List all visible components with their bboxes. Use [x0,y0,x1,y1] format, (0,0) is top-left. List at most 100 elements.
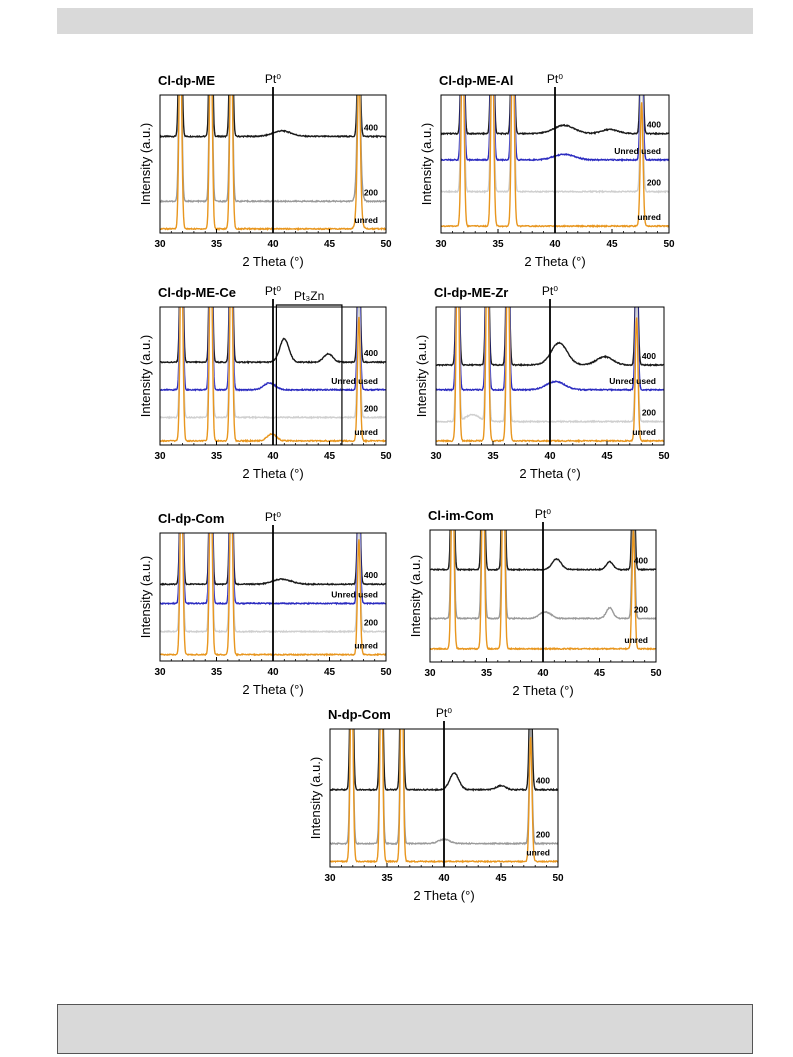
x-axis-label: 2 Theta (°) [512,683,573,698]
series-label: unred [354,641,378,651]
y-axis-label: Intensity (a.u.) [308,757,323,839]
x-tick-label: 40 [549,239,561,250]
x-tick-label: 35 [211,239,223,250]
x-tick-label: 50 [663,239,675,250]
series-label: unred [632,427,656,437]
series-label: 400 [364,348,378,358]
pt3zn-region-box [275,304,343,445]
x-tick-label: 45 [495,873,507,884]
chart-panel-1: 30 35 40 45 50 2 Theta (°) Intensity (a.u.) Cl-… [138,72,392,269]
x-tick-label: 50 [658,451,670,462]
series-label: Unred used [331,589,378,599]
chart-title: N-dp-Com [328,707,391,722]
pt0-marker-label: Pt⁰ [547,72,563,86]
series-label: 200 [364,618,378,628]
series-label: 200 [647,178,661,188]
x-axis-label: 2 Theta (°) [242,254,303,269]
series-label: unred [354,215,378,225]
x-tick-label: 50 [552,873,564,884]
chart-title: Cl-dp-ME-Ce [158,285,236,300]
x-tick-label: 50 [650,668,662,679]
y-axis-label: Intensity (a.u.) [408,555,423,637]
y-axis-label: Intensity (a.u.) [419,123,434,205]
series-label: Unred used [614,146,661,156]
x-tick-label: 30 [154,239,166,250]
series-label: 400 [647,120,661,130]
series-label: 400 [536,776,550,786]
x-axis-label: 2 Theta (°) [519,466,580,481]
y-axis-label: Intensity (a.u.) [414,335,429,417]
series-label: 400 [364,570,378,580]
header-band [57,8,753,34]
series-label: 200 [642,408,656,418]
x-tick-label: 50 [380,451,392,462]
series-label: 400 [364,122,378,132]
x-tick-label: 40 [438,873,450,884]
x-tick-label: 35 [481,668,493,679]
x-tick-label: 45 [324,451,336,462]
pt0-marker-label: Pt⁰ [436,706,452,720]
series-label: 200 [364,187,378,197]
x-tick-label: 30 [154,667,166,678]
chart-title: Cl-dp-ME-Zr [434,285,508,300]
series-label: unred [624,635,648,645]
pt0-marker-label: Pt⁰ [265,284,281,298]
y-axis-label: Intensity (a.u.) [138,335,153,417]
x-axis-label: 2 Theta (°) [413,888,474,903]
series-label: unred [637,212,661,222]
pt0-marker-label: Pt⁰ [265,510,281,524]
x-tick-label: 45 [594,668,606,679]
x-tick-label: 30 [424,668,436,679]
x-axis-label: 2 Theta (°) [524,254,585,269]
chart-panel-4: 30 35 40 45 50 2 Theta (°) Intensity (a.u.) Cl-… [414,284,670,481]
series-label: 200 [536,830,550,840]
pt0-marker-label: Pt⁰ [535,507,551,521]
chart-panel-5: 30 35 40 45 50 2 Theta (°) Intensity (a.u.) Cl-… [138,510,392,697]
x-tick-label: 30 [324,873,336,884]
pt0-marker-label: Pt⁰ [265,72,281,86]
x-tick-label: 35 [487,451,499,462]
x-tick-label: 50 [380,239,392,250]
x-tick-label: 35 [492,239,504,250]
x-tick-label: 35 [211,667,223,678]
chart-panel-6: 30 35 40 45 50 2 Theta (°) Intensity (a.u.) Cl-… [408,507,662,698]
x-tick-label: 35 [381,873,393,884]
x-tick-label: 35 [211,451,223,462]
x-tick-label: 45 [324,239,336,250]
x-tick-label: 50 [380,667,392,678]
y-axis-label: Intensity (a.u.) [138,556,153,638]
x-axis-label: 2 Theta (°) [242,682,303,697]
series-label: Unred used [609,376,656,386]
x-tick-label: 40 [537,668,549,679]
x-tick-label: 45 [324,667,336,678]
x-tick-label: 40 [544,451,556,462]
series-label: 400 [642,351,656,361]
chart-panel-3: Pt₃Zn 30 35 40 45 50 2 Theta (°) Intensity (a.u… [138,284,392,481]
series-label: 200 [364,403,378,413]
y-axis-label: Intensity (a.u.) [138,123,153,205]
chart-panel-7: 30 35 40 45 50 2 Theta (°) Intensity (a.u.) N-d… [308,706,564,903]
x-tick-label: 45 [606,239,618,250]
footer-band [57,1004,753,1054]
x-tick-label: 40 [267,667,279,678]
x-tick-label: 30 [154,451,166,462]
x-tick-label: 40 [267,451,279,462]
x-tick-label: 45 [601,451,613,462]
series-label: unred [526,847,550,857]
pt0-marker-label: Pt⁰ [542,284,558,298]
chart-title: Cl-im-Com [428,508,494,523]
chart-title: Cl-dp-Com [158,511,224,526]
chart-title: Cl-dp-ME-Al [439,73,513,88]
x-axis-label: 2 Theta (°) [242,466,303,481]
pt3zn-label: Pt₃Zn [294,289,324,303]
chart-panel-2: 30 35 40 45 50 2 Theta (°) Intensity (a.u.) Cl-… [419,72,675,269]
x-tick-label: 30 [435,239,447,250]
series-label: 400 [634,556,648,566]
series-label: Unred used [331,376,378,386]
series-label: unred [354,427,378,437]
chart-title: Cl-dp-ME [158,73,215,88]
series-label: 200 [634,604,648,614]
x-tick-label: 40 [267,239,279,250]
x-tick-label: 30 [430,451,442,462]
